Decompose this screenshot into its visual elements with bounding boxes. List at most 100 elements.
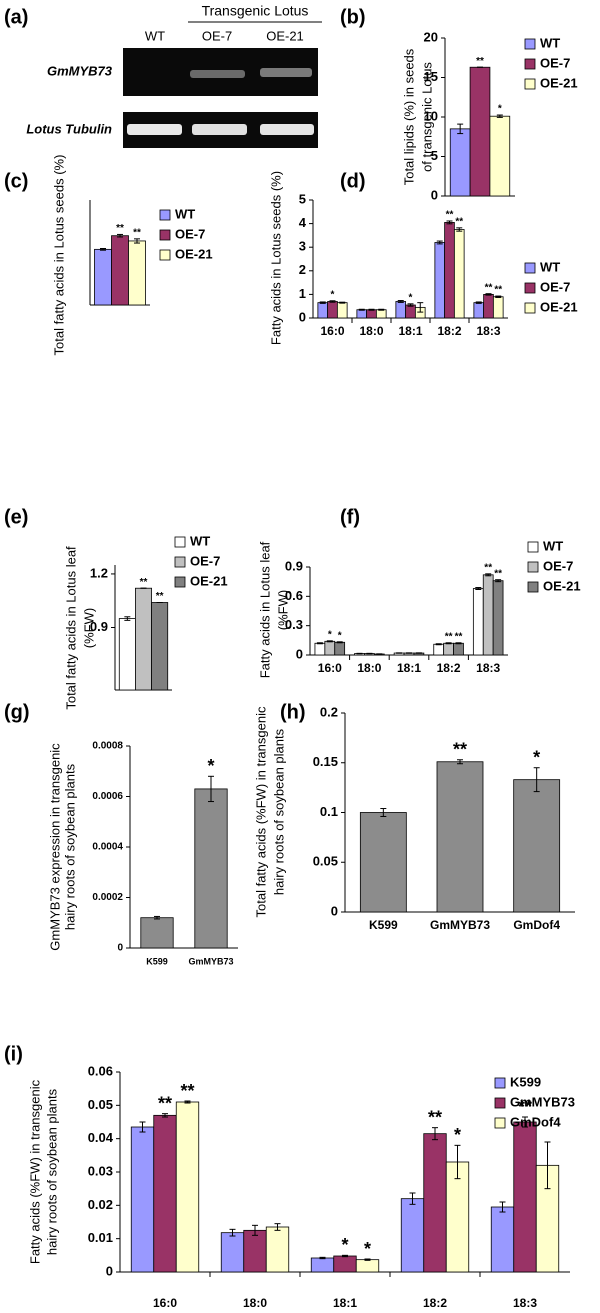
bar	[433, 643, 445, 656]
legend-swatch	[494, 1097, 506, 1109]
bar	[472, 588, 484, 656]
significance: *	[498, 104, 502, 115]
chart: (e) Total fatty acids in Lotus leaf (%FW)0…	[4, 506, 228, 709]
significance: **	[494, 568, 502, 579]
bar	[194, 788, 228, 949]
legend-swatch	[174, 536, 186, 548]
significance: *	[409, 292, 413, 303]
legend-label: WT	[175, 206, 195, 221]
significance: *	[364, 1239, 371, 1259]
significance: **	[428, 1107, 442, 1127]
bar	[482, 574, 494, 656]
significance: **	[476, 56, 484, 67]
y-axis-label: hairy roots of soybean plants	[271, 728, 286, 895]
legend-label: GmDof4	[510, 1114, 561, 1129]
bar	[469, 66, 491, 197]
legend-swatch	[524, 78, 536, 90]
legend-label: WT	[190, 533, 210, 548]
legend-swatch	[494, 1077, 506, 1089]
legend-swatch	[524, 262, 536, 274]
legend-swatch	[174, 576, 186, 588]
y-tick-label: 4	[299, 215, 307, 230]
significance: **	[455, 631, 463, 642]
x-tick-label: 18:2	[437, 324, 461, 338]
bar	[140, 917, 174, 949]
y-tick-label: 0	[431, 187, 438, 202]
x-tick-label: K599	[146, 956, 168, 966]
y-tick-label: 10	[424, 108, 438, 123]
y-tick-label: 5	[431, 148, 438, 163]
chart: (c) Total fatty acids in Lotus seeds (%) *…	[4, 155, 213, 356]
gel-band	[260, 124, 314, 135]
y-axis-label: Fatty acids (%FW) in transgenic	[27, 1079, 42, 1264]
panel-label: (c)	[4, 170, 28, 192]
legend-label: OE-7	[190, 553, 220, 568]
chart: (d) Fatty acids in Lotus seeds (%) 0 1 2 3 4 5 1…	[268, 170, 577, 345]
bar	[492, 296, 504, 319]
y-tick-label: 0.2	[320, 704, 338, 719]
bar	[489, 115, 511, 197]
bar	[324, 640, 336, 656]
x-tick-label: K599	[369, 918, 398, 932]
bar	[375, 309, 387, 319]
chart: (g) GmMYB73 expression in transgenic hairy…	[4, 701, 238, 966]
chart: (i) Fatty acids (%FW) in transgenic hairy …	[4, 1043, 575, 1310]
bar	[220, 1232, 245, 1273]
bar	[492, 580, 504, 656]
x-tick-label: 16:0	[320, 324, 344, 338]
y-tick-label: 0.9	[90, 619, 108, 634]
row-label: Lotus Tubulin	[26, 121, 112, 136]
panel-label: (b)	[340, 6, 366, 28]
bar	[135, 587, 152, 691]
bar	[395, 301, 407, 319]
bar	[443, 642, 454, 656]
y-tick-label: 0.04	[88, 1130, 114, 1145]
legend-swatch	[159, 229, 171, 241]
x-tick-label: 18:0	[357, 661, 381, 675]
bar	[434, 242, 446, 319]
significance: *	[328, 629, 332, 640]
x-tick-label: 16:0	[318, 661, 342, 675]
gel-band	[127, 124, 182, 135]
significance: *	[533, 747, 540, 767]
y-axis-label: hairy roots of soybean plants	[62, 763, 77, 930]
y-axis-label: Total fatty acids in Lotus leaf	[63, 546, 78, 710]
bar	[333, 1255, 357, 1273]
y-tick-label: 0.02	[88, 1197, 113, 1212]
significance: **	[140, 577, 148, 588]
chart: (h) Total fatty acids (%FW) in transgenic…	[253, 701, 575, 932]
legend-label: OE-7	[540, 55, 570, 70]
y-tick-label: 1.2	[90, 565, 108, 580]
legend-label: WT	[540, 259, 560, 274]
legend-label: K599	[510, 1074, 541, 1089]
bar	[513, 1121, 537, 1273]
y-tick-label: 0	[296, 646, 303, 661]
y-tick-label: 0.6	[285, 588, 303, 603]
significance: **	[445, 631, 453, 642]
y-axis-label: Fatty acids in Lotus leaf	[257, 541, 272, 678]
legend-label: WT	[540, 35, 560, 50]
y-tick-label: 0.0002	[92, 892, 123, 903]
legend-swatch	[159, 209, 171, 221]
legend-swatch	[174, 556, 186, 568]
significance: **	[133, 227, 141, 238]
bar	[334, 641, 346, 656]
significance: **	[518, 1097, 532, 1117]
gel-band	[190, 70, 245, 78]
legend-label: OE-21	[540, 75, 578, 90]
y-tick-label: 0	[106, 1263, 113, 1278]
y-tick-label: 0.06	[88, 1063, 113, 1078]
legend-label: OE-21	[175, 246, 213, 261]
legend-swatch	[527, 581, 539, 593]
y-tick-label: 15	[424, 69, 438, 84]
bar	[317, 302, 329, 319]
bar	[118, 618, 136, 691]
bar	[513, 779, 561, 913]
y-tick-label: 1	[299, 286, 306, 301]
legend-label: GmMYB73	[510, 1094, 575, 1109]
panel-label: (h)	[280, 701, 306, 723]
y-tick-label: 3	[299, 239, 306, 254]
y-tick-label: 0.05	[313, 854, 338, 869]
x-tick-label: 16:0	[153, 1296, 177, 1310]
x-tick-label: 18:2	[423, 1296, 447, 1310]
